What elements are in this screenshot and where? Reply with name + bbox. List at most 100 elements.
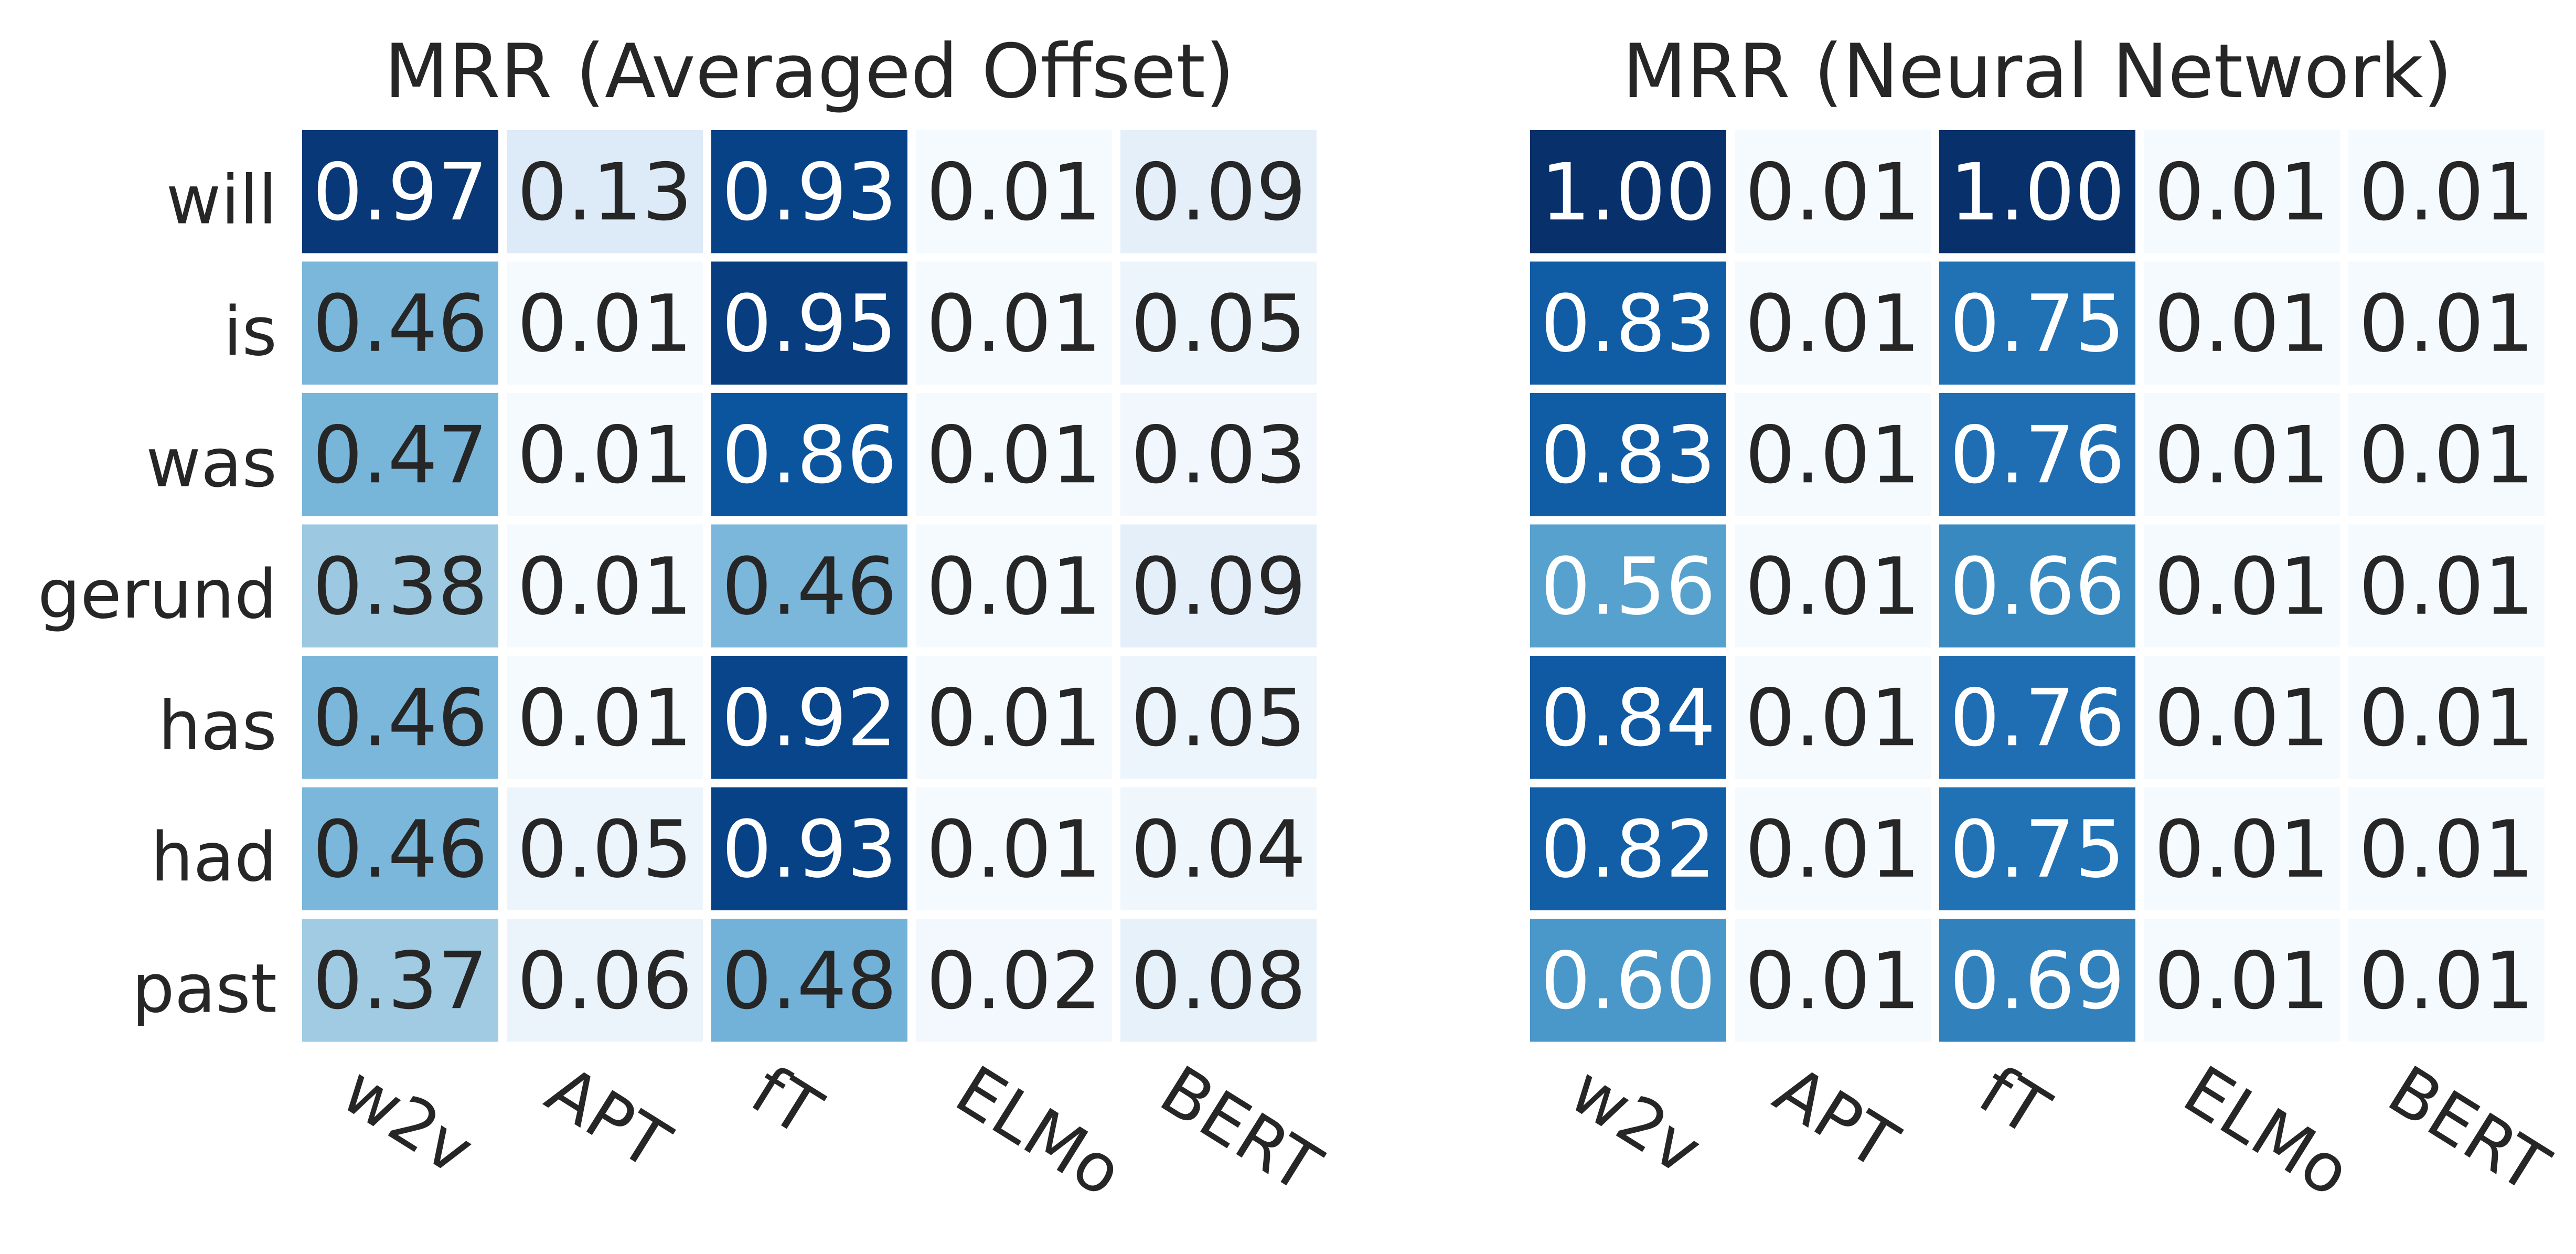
cell-value-label: 0.84 <box>1541 673 1716 764</box>
cell-past-BERT <box>2348 919 2545 1042</box>
cell-will-APT <box>507 130 703 253</box>
cell-had-BERT <box>1120 787 1317 910</box>
cell-will-BERT <box>1120 130 1317 253</box>
cell-will-w2v <box>1530 130 1726 253</box>
cell-had-ELMo <box>2144 787 2340 910</box>
cell-gerund-fT <box>711 524 907 647</box>
cell-is-fT <box>711 261 907 385</box>
cell-value-label: 0.01 <box>926 410 1102 501</box>
cell-has-w2v <box>1530 656 1726 779</box>
heatmap-averaged-offset: MRR (Averaged Offset) 0.97 0.13 0.93 0.01 0.0… <box>38 28 1334 1212</box>
cell-value-label: 0.01 <box>2154 936 2329 1027</box>
cell-value-label: 0.04 <box>1131 804 1306 896</box>
cell-value-label: 0.01 <box>517 673 692 764</box>
cell-has-ELMo <box>2144 656 2340 779</box>
cell-value-label: 0.93 <box>722 147 897 238</box>
cell-value-label: 0.05 <box>517 804 692 896</box>
cell-value-label: 0.01 <box>1745 279 1920 370</box>
cell-value-label: 0.86 <box>722 410 897 501</box>
cell-has-APT <box>1735 656 1931 779</box>
cell-value-label: 0.01 <box>2359 147 2534 238</box>
x-tick-label: ELMo <box>2171 1051 2364 1212</box>
y-tick-label: had <box>151 819 277 897</box>
cell-was-fT <box>711 393 907 516</box>
cell-value-label: 0.01 <box>517 279 692 370</box>
cell-gerund-fT <box>1939 524 2135 647</box>
x-tick-label: fT <box>738 1051 835 1152</box>
cell-past-fT <box>1939 919 2135 1042</box>
cell-value-label: 0.01 <box>926 541 1102 633</box>
cell-value-label: 0.76 <box>1950 410 2125 501</box>
cell-value-label: 0.60 <box>1541 936 1716 1027</box>
y-tick-label: is <box>223 293 277 371</box>
cell-value-label: 0.02 <box>926 936 1102 1027</box>
cell-value-label: 0.01 <box>926 804 1102 896</box>
cell-past-fT <box>711 919 907 1042</box>
cell-value-label: 0.09 <box>1131 147 1306 238</box>
cell-value-label: 0.01 <box>1745 541 1920 633</box>
cell-past-ELMo <box>916 919 1112 1042</box>
cell-will-fT <box>711 130 907 253</box>
cell-value-label: 0.46 <box>313 279 488 370</box>
y-tick-label: was <box>146 424 277 502</box>
cell-value-label: 0.83 <box>1541 279 1716 370</box>
cell-was-APT <box>507 393 703 516</box>
cell-is-ELMo <box>2144 261 2340 385</box>
cell-value-label: 0.46 <box>722 541 897 633</box>
cell-value-label: 0.03 <box>1131 410 1306 501</box>
cell-value-label: 0.56 <box>1541 541 1716 633</box>
cell-value-label: 0.38 <box>313 541 488 633</box>
y-tick-label: will <box>166 161 277 239</box>
cell-value-label: 0.01 <box>2359 410 2534 501</box>
cell-gerund-BERT <box>1120 524 1317 647</box>
cell-has-BERT <box>2348 656 2545 779</box>
cell-value-label: 0.01 <box>2154 279 2329 370</box>
cell-will-BERT <box>2348 130 2545 253</box>
cell-was-APT <box>1735 393 1931 516</box>
cell-is-fT <box>1939 261 2135 385</box>
cell-value-label: 0.01 <box>1745 804 1920 896</box>
y-tick-label: past <box>132 950 277 1028</box>
cell-will-fT <box>1939 130 2135 253</box>
cell-gerund-w2v <box>302 524 498 647</box>
cell-was-w2v <box>302 393 498 516</box>
cell-has-fT <box>1939 656 2135 779</box>
cell-value-label: 0.01 <box>926 673 1102 764</box>
cell-value-label: 0.01 <box>2154 541 2329 633</box>
cell-is-BERT <box>1120 261 1317 385</box>
cell-gerund-BERT <box>2348 524 2545 647</box>
cell-value-label: 0.01 <box>1745 936 1920 1027</box>
cell-value-label: 0.69 <box>1950 936 2125 1027</box>
cell-value-label: 0.01 <box>2359 804 2534 896</box>
cell-value-label: 0.83 <box>1541 410 1716 501</box>
cell-will-APT <box>1735 130 1931 253</box>
cell-value-label: 0.76 <box>1950 673 2125 764</box>
cell-past-APT <box>1735 919 1931 1042</box>
cell-value-label: 0.01 <box>2359 541 2534 633</box>
cell-had-fT <box>711 787 907 910</box>
x-tick-label: ELMo <box>943 1051 1136 1212</box>
x-tick-label: APT <box>1761 1051 1911 1185</box>
heatmap-neural-network: MRR (Neural Network) 1.00 0.01 1.00 0.01 0.01… <box>1530 28 2562 1212</box>
chart-title: MRR (Averaged Offset) <box>384 28 1235 115</box>
cell-value-label: 0.93 <box>722 804 897 896</box>
cell-gerund-w2v <box>1530 524 1726 647</box>
cell-value-label: 0.01 <box>926 147 1102 238</box>
cell-value-label: 0.01 <box>2154 804 2329 896</box>
cell-value-label: 1.00 <box>1950 147 2125 238</box>
cell-value-label: 0.97 <box>313 147 488 238</box>
cell-value-label: 0.95 <box>722 279 897 370</box>
cell-has-BERT <box>1120 656 1317 779</box>
cell-is-APT <box>1735 261 1931 385</box>
cell-past-APT <box>507 919 703 1042</box>
chart-title: MRR (Neural Network) <box>1622 28 2452 115</box>
cell-had-w2v <box>302 787 498 910</box>
cell-past-w2v <box>302 919 498 1042</box>
cell-value-label: 0.13 <box>517 147 692 238</box>
cell-will-ELMo <box>916 130 1112 253</box>
cell-value-label: 0.75 <box>1950 804 2125 896</box>
cell-value-label: 0.82 <box>1541 804 1716 896</box>
cell-was-fT <box>1939 393 2135 516</box>
cell-will-w2v <box>302 130 498 253</box>
x-tick-label: w2v <box>329 1051 487 1190</box>
